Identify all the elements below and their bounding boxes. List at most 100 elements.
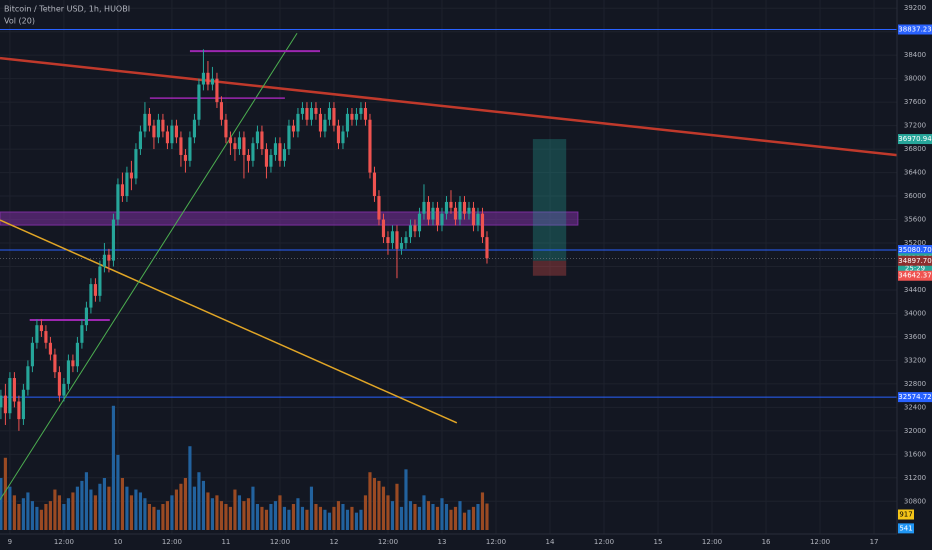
candle-body: [485, 237, 489, 259]
candle-body: [309, 108, 314, 120]
volume-bar: [71, 492, 75, 530]
candle-body: [8, 378, 12, 414]
volume-bar: [116, 454, 120, 530]
volume-bar: [152, 506, 156, 530]
y-tick-label: 36000: [904, 192, 926, 200]
volume-bar: [102, 478, 106, 530]
price-label: 36970.94: [898, 135, 932, 143]
volume-bar: [318, 506, 323, 530]
candle-body: [84, 307, 88, 326]
y-tick-label: 34000: [904, 309, 926, 317]
y-tick-label: 37200: [904, 122, 926, 130]
volume-bar: [53, 489, 57, 530]
candle-body: [372, 172, 377, 197]
candle-body: [35, 325, 39, 343]
candle-body: [80, 325, 84, 343]
volume-bar: [138, 492, 142, 530]
trend-line: [0, 219, 458, 424]
candle-body: [93, 284, 97, 296]
volume-bar: [35, 506, 39, 530]
volume-tag: [898, 523, 914, 534]
volume-bar: [165, 501, 170, 530]
volume-bar: [66, 498, 70, 530]
volume-bar: [453, 506, 458, 530]
candle-body: [444, 201, 449, 214]
price-label: 34897.70: [898, 257, 931, 265]
candle-body: [296, 113, 300, 132]
volume-label: 917: [899, 511, 912, 519]
volume-bar: [242, 501, 246, 530]
candle-body: [98, 266, 102, 296]
candle-body: [282, 149, 287, 161]
x-tick-label: 17: [870, 538, 879, 546]
candle-body: [179, 137, 183, 155]
volume-bar: [305, 509, 309, 530]
candle-body: [44, 331, 48, 343]
volume-bar: [21, 498, 25, 530]
volume-bar: [363, 495, 368, 530]
volume-bar: [323, 509, 327, 530]
candle-body: [422, 201, 426, 214]
price-tag: [898, 255, 932, 266]
candle-body: [201, 72, 206, 85]
volume-bar: [233, 489, 237, 530]
candle-body: [417, 213, 422, 232]
volume-bar: [471, 506, 476, 530]
y-tick-label: 37600: [904, 98, 926, 106]
volume-bar: [179, 483, 183, 530]
y-tick-label: 36800: [904, 145, 926, 153]
volume-bar: [327, 512, 332, 530]
volume-bar: [197, 472, 201, 530]
volume-bar: [17, 504, 21, 530]
candle-body: [327, 108, 332, 120]
y-tick-label: 35600: [904, 216, 926, 224]
volume-bar: [422, 495, 426, 530]
volume-bar: [8, 486, 12, 530]
candle-body: [458, 201, 462, 220]
candle-body: [260, 131, 264, 150]
candle-body: [368, 119, 372, 173]
volume-bar: [480, 492, 485, 530]
candle-body: [251, 143, 255, 161]
volume-bar: [345, 509, 350, 530]
volume-bar: [0, 478, 3, 530]
volume-bar: [147, 504, 152, 530]
y-tick-label: 30800: [904, 497, 926, 505]
volume-legend: Vol (20): [4, 17, 35, 26]
candle-body: [228, 137, 233, 144]
volume-bar: [476, 504, 480, 530]
volume-bar: [404, 469, 408, 530]
volume-bar: [260, 506, 264, 530]
candle-body: [66, 360, 70, 384]
volume-bar: [485, 503, 489, 530]
volume-bar: [440, 498, 444, 530]
x-tick-label: 12:00: [270, 538, 290, 546]
x-tick-label: 12:00: [810, 538, 830, 546]
y-tick-label: 38400: [904, 51, 926, 59]
candle-body: [111, 219, 115, 261]
volume-bar: [336, 501, 341, 530]
y-tick-label: 35200: [904, 239, 926, 247]
volume-bar: [98, 483, 102, 530]
level-tag: [898, 24, 932, 35]
candle-body: [192, 119, 197, 138]
volume-bar: [314, 504, 318, 530]
volume-bar: [3, 457, 7, 530]
candle-body: [453, 207, 458, 220]
candle-body: [287, 125, 291, 150]
volume-bar: [408, 501, 413, 530]
candle-body: [12, 378, 16, 402]
volume-bar: [183, 478, 188, 530]
candle-body: [314, 108, 318, 114]
trend-line: [0, 56, 898, 157]
volume-bar: [462, 512, 467, 530]
candle-body: [174, 125, 179, 138]
candle-body: [183, 154, 188, 161]
volume-bar: [129, 495, 133, 530]
candle-body: [408, 225, 413, 238]
volume-bar: [246, 498, 251, 530]
candle-body: [71, 360, 75, 367]
candle-body: [255, 131, 260, 144]
volume-bar: [251, 486, 255, 530]
candle-body: [323, 119, 327, 132]
